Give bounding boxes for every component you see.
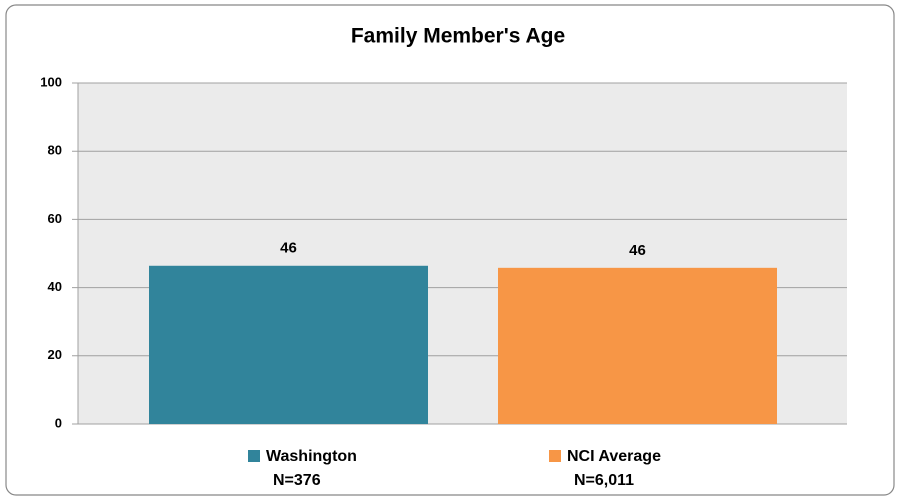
chart-title: Family Member's Age bbox=[351, 25, 565, 48]
legend-swatch bbox=[248, 450, 260, 462]
legend-swatch bbox=[549, 450, 561, 462]
y-tick-label: 100 bbox=[40, 74, 62, 89]
data-label: 46 bbox=[629, 242, 646, 259]
bar bbox=[149, 265, 428, 424]
x-tick-label: NCI Average bbox=[567, 448, 661, 465]
y-tick-label: 80 bbox=[48, 143, 62, 158]
y-tick-label: 0 bbox=[55, 415, 62, 430]
category-note: N=376 bbox=[273, 472, 321, 489]
bar bbox=[498, 267, 777, 424]
y-tick-label: 60 bbox=[48, 211, 62, 226]
y-tick-label: 20 bbox=[48, 347, 62, 362]
category-note: N=6,011 bbox=[574, 472, 634, 489]
x-tick-label: Washington bbox=[266, 448, 357, 465]
data-label: 46 bbox=[280, 240, 297, 257]
y-tick-label: 40 bbox=[48, 279, 62, 294]
